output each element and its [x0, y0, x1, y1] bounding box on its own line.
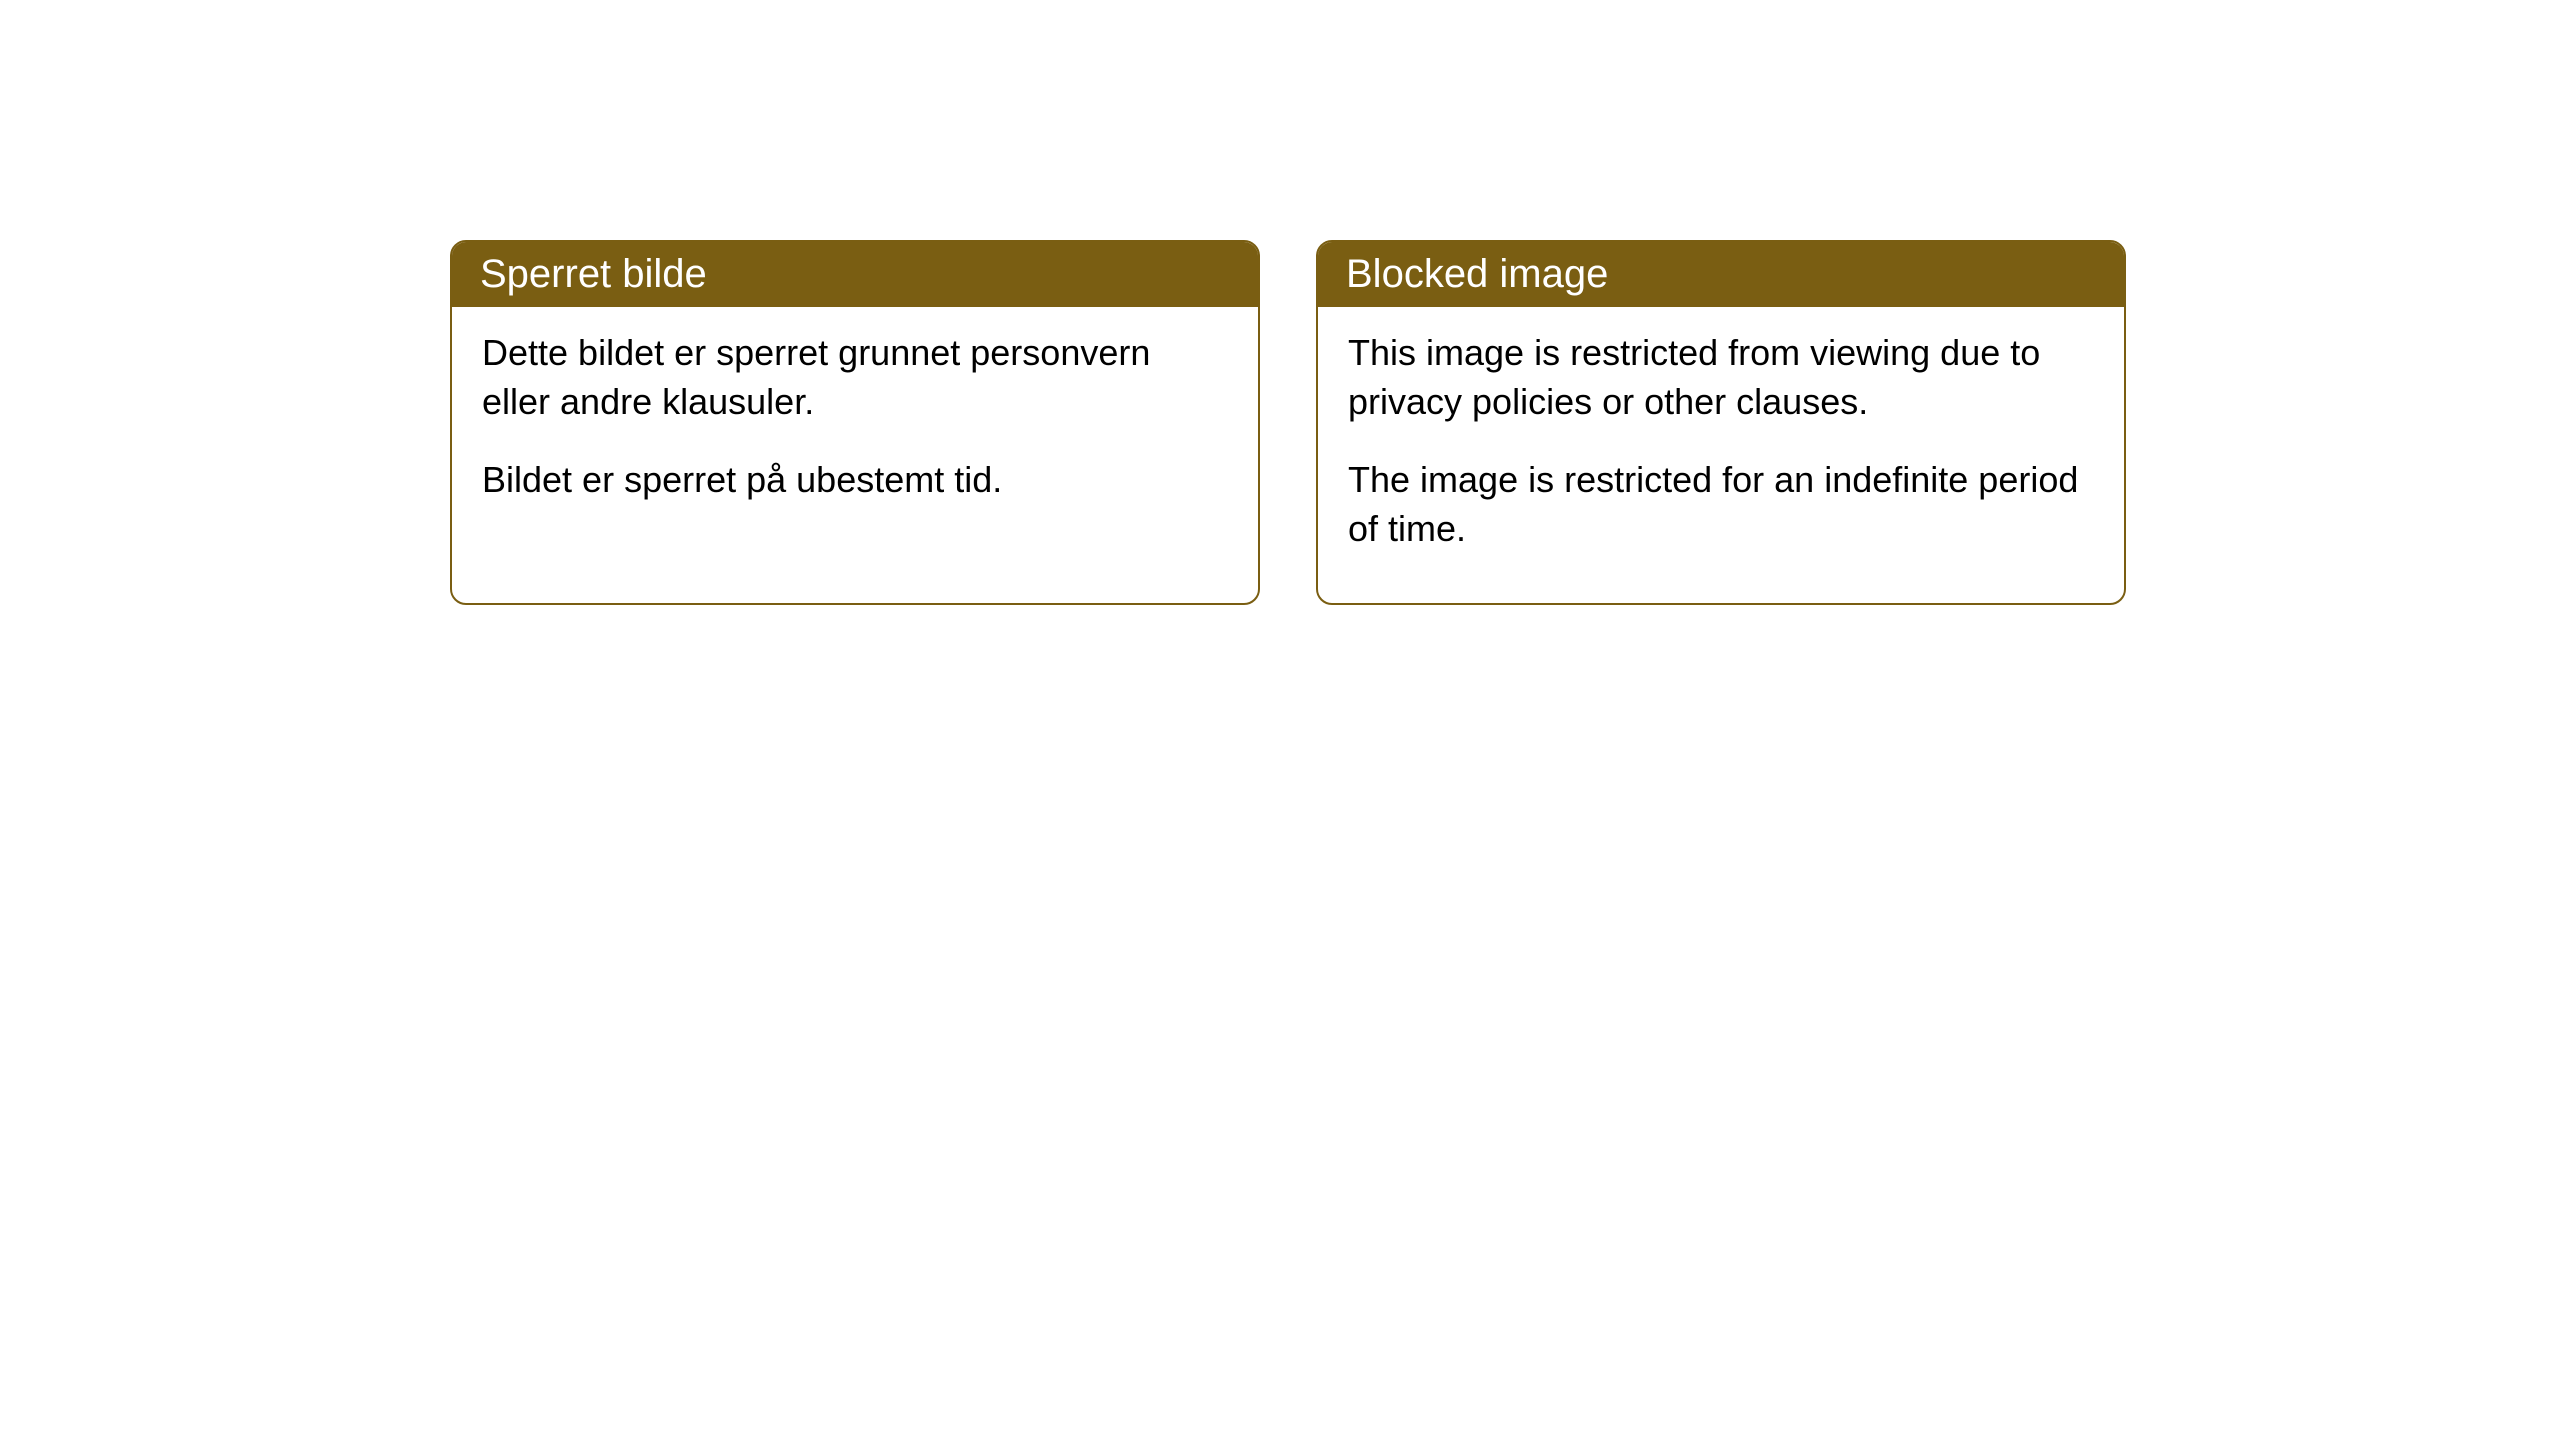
card-body: Dette bildet er sperret grunnet personve… — [452, 307, 1258, 555]
blocked-image-card-norwegian: Sperret bilde Dette bildet er sperret gr… — [450, 240, 1260, 605]
card-title: Sperret bilde — [480, 252, 707, 296]
card-title: Blocked image — [1346, 252, 1608, 296]
card-paragraph: This image is restricted from viewing du… — [1348, 329, 2094, 426]
card-body: This image is restricted from viewing du… — [1318, 307, 2124, 603]
notice-cards-container: Sperret bilde Dette bildet er sperret gr… — [450, 240, 2126, 605]
card-paragraph: The image is restricted for an indefinit… — [1348, 456, 2094, 553]
blocked-image-card-english: Blocked image This image is restricted f… — [1316, 240, 2126, 605]
card-paragraph: Dette bildet er sperret grunnet personve… — [482, 329, 1228, 426]
card-header: Blocked image — [1318, 242, 2124, 307]
card-header: Sperret bilde — [452, 242, 1258, 307]
card-paragraph: Bildet er sperret på ubestemt tid. — [482, 456, 1228, 505]
